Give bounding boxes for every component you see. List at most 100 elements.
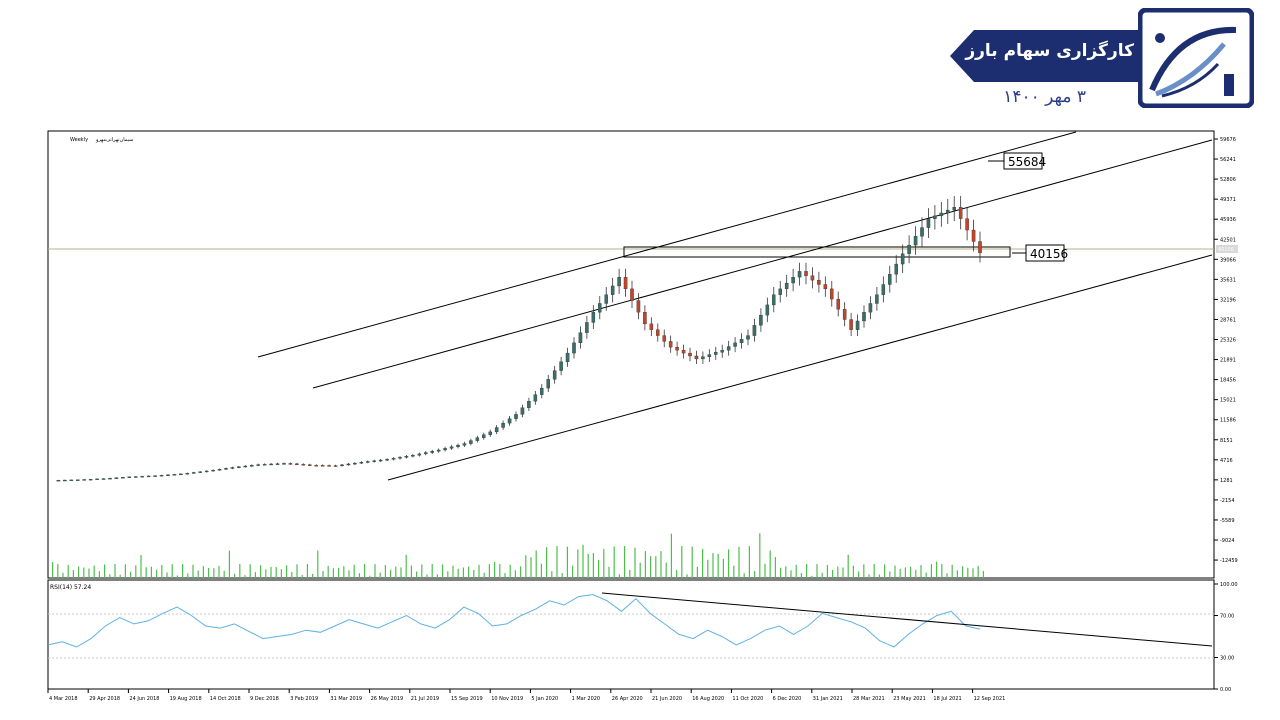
- volume-bar: [670, 533, 672, 578]
- candle-body: [540, 387, 544, 395]
- volume-bar: [852, 565, 854, 578]
- volume-bar: [494, 561, 496, 578]
- candle-body: [134, 476, 138, 478]
- date-tick-label: 11 Oct 2020: [732, 696, 763, 702]
- candle-body: [791, 277, 795, 284]
- resistance-level-box: [1025, 244, 1065, 262]
- candle-body: [462, 443, 467, 446]
- candle-body: [830, 288, 834, 300]
- candle-body: [411, 455, 415, 457]
- candle-body: [643, 312, 647, 325]
- price-tick-label: 1281: [1220, 478, 1233, 484]
- price-panel-frame: [47, 130, 1215, 579]
- candle-body: [95, 478, 99, 481]
- candle-body: [256, 464, 260, 466]
- candle-body: [76, 479, 80, 481]
- candle-body: [598, 303, 602, 313]
- candle-body: [127, 476, 132, 478]
- candle-body: [630, 288, 634, 301]
- candle-body: [668, 341, 673, 348]
- candle-body: [591, 312, 596, 323]
- volume-bar: [176, 575, 178, 578]
- current-price-marker: [1216, 245, 1238, 253]
- candle-body: [636, 300, 641, 313]
- volume-bar: [452, 565, 454, 578]
- volume-bar: [374, 564, 376, 578]
- volume-bar: [468, 566, 470, 578]
- candle-body: [772, 294, 776, 306]
- volume-bar: [275, 567, 277, 578]
- volume-bar: [696, 566, 698, 578]
- resistance-zone: [623, 246, 1011, 258]
- candle-body: [765, 304, 770, 316]
- volume-bar: [650, 556, 652, 578]
- candle-body: [288, 463, 293, 465]
- volume-bar: [442, 564, 444, 578]
- candle-body: [475, 437, 480, 441]
- candle-body: [320, 465, 325, 467]
- brand-title: کارگزاری سهام بارز: [965, 41, 1134, 61]
- candle-body: [140, 476, 144, 478]
- volume-bar: [977, 565, 979, 578]
- candle-body: [204, 470, 209, 473]
- volume-bar: [962, 566, 964, 578]
- candle-body: [739, 339, 744, 344]
- volume-bar: [899, 568, 901, 578]
- volume-bar: [197, 570, 199, 578]
- volume-bar: [78, 566, 80, 578]
- volume-bar: [525, 555, 527, 578]
- volume-bar: [634, 547, 636, 578]
- volume-bar: [530, 557, 532, 578]
- candle-body: [694, 355, 699, 360]
- candle-body: [108, 477, 112, 480]
- target-level-label: 55684: [1008, 155, 1046, 169]
- volume-bar: [920, 565, 922, 578]
- date-tick-label: 29 Apr 2018: [89, 696, 120, 702]
- volume-bar: [260, 565, 262, 578]
- volume-bar: [561, 573, 563, 578]
- candle-body: [121, 477, 125, 479]
- volume-bar: [858, 571, 860, 578]
- volume-bar: [873, 564, 875, 578]
- volume-bar: [213, 568, 215, 578]
- volume-bar: [795, 564, 797, 578]
- volume-bar: [982, 570, 984, 578]
- candle-body: [701, 356, 705, 360]
- candle-body: [101, 478, 106, 480]
- volume-bar: [842, 567, 844, 578]
- rsi-tick-label: 100.00: [1220, 582, 1238, 588]
- candle-body: [185, 473, 190, 475]
- date-tick-label: 10 Nov 2019: [491, 696, 523, 702]
- volume-bar: [790, 570, 792, 578]
- date-tick-label: 5 Jan 2020: [531, 696, 558, 702]
- volume-bar: [613, 546, 615, 578]
- volume-bar: [249, 564, 251, 578]
- volume-bar: [88, 568, 90, 578]
- candle-body: [623, 277, 628, 290]
- report-date: ۳ مهر ۱۴۰۰: [1003, 87, 1086, 107]
- price-tick-label: 8151: [1220, 438, 1233, 444]
- volume-bar: [785, 566, 787, 578]
- brand-banner: [950, 30, 1138, 82]
- candle-body: [482, 434, 486, 438]
- volume-bar: [457, 568, 459, 578]
- candle-body: [469, 440, 473, 444]
- candle-body: [681, 350, 686, 354]
- candle-body: [430, 451, 434, 453]
- candle-body: [224, 468, 228, 470]
- volume-bar: [145, 567, 147, 578]
- volume-bar: [348, 570, 350, 578]
- volume-bar: [462, 567, 464, 578]
- date-tick-label: 24 Jun 2018: [129, 696, 159, 702]
- volume-bar: [156, 569, 158, 578]
- volume-bar: [234, 573, 236, 578]
- price-tick-label: 15021: [1220, 398, 1236, 404]
- volume-bar: [587, 553, 589, 578]
- candle-body: [810, 275, 815, 281]
- volume-bar: [499, 564, 501, 578]
- volume-bar: [712, 553, 714, 578]
- rsi-panel-frame: [47, 579, 1215, 690]
- price-tick-label: 18456: [1220, 378, 1236, 384]
- date-tick-label: 26 May 2019: [371, 696, 404, 702]
